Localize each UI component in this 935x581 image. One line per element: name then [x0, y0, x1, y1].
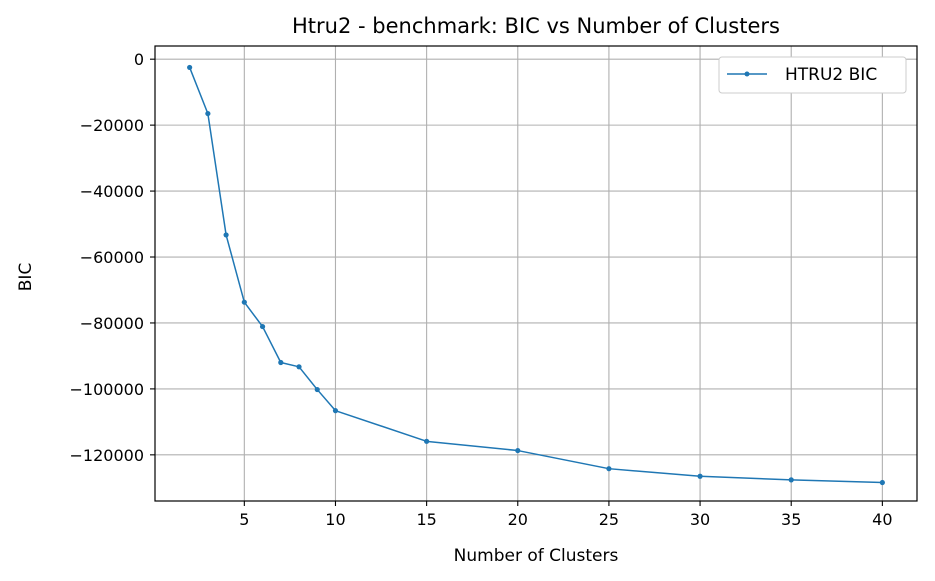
data-point — [278, 359, 284, 366]
y-tick-label: −40000 — [80, 182, 144, 201]
y-axis-label: BIC — [16, 263, 36, 292]
y-tick-label: −60000 — [80, 248, 144, 267]
y-tick-label: −80000 — [80, 314, 144, 333]
x-tick-label: 30 — [690, 510, 710, 529]
data-point — [223, 232, 229, 238]
x-tick-label: 5 — [239, 510, 249, 529]
legend-label: HTRU2 BIC — [785, 65, 877, 85]
x-tick-label: 20 — [508, 510, 528, 529]
data-point — [296, 364, 302, 370]
data-point — [788, 477, 794, 483]
y-tick-label: −20000 — [80, 116, 144, 135]
data-point — [241, 299, 247, 305]
legend: HTRU2 BIC — [718, 56, 907, 94]
data-point — [259, 323, 266, 330]
x-tick-label: 35 — [781, 510, 801, 529]
axis-ticks: 5 10 15 20 25 30 35 40 0 −20000 −40000 −60000 −80000… — [70, 50, 893, 529]
data-point — [606, 466, 612, 472]
data-point — [424, 438, 430, 444]
plot-frame — [154, 45, 918, 502]
data-point — [332, 408, 339, 414]
plot-area — [187, 64, 885, 486]
x-tick-label: 10 — [325, 510, 345, 529]
data-point — [879, 479, 885, 486]
legend-marker-sample — [744, 71, 750, 77]
data-point — [515, 447, 521, 454]
y-tick-label: −100000 — [70, 380, 144, 399]
x-tick-label: 15 — [416, 510, 436, 529]
y-tick-label: −120000 — [70, 446, 144, 465]
x-tick-label: 40 — [872, 510, 892, 529]
data-point — [187, 64, 193, 71]
data-point — [205, 110, 211, 117]
data-point — [697, 473, 703, 479]
legend-box — [718, 56, 907, 94]
data-point — [314, 386, 320, 393]
x-tick-label: 25 — [599, 510, 619, 529]
x-axis-label: Number of Clusters — [454, 546, 619, 566]
y-tick-label: 0 — [134, 50, 144, 69]
chart-title: Htru2 - benchmark: BIC vs Number of Clus… — [292, 14, 780, 38]
